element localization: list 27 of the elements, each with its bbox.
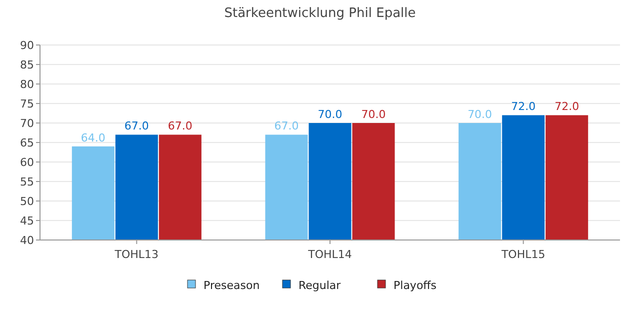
- data-label: 72.0: [554, 100, 580, 114]
- data-label: 70.0: [361, 108, 386, 121]
- chart-title: Stärkeentwicklung Phil Epalle: [224, 6, 416, 21]
- data-label: 67.0: [274, 120, 299, 133]
- data-label: 67.0: [168, 120, 192, 133]
- x-tick-label: TOHL15: [500, 248, 546, 261]
- y-tick-label: 90: [20, 38, 34, 52]
- y-tick-label: 50: [20, 194, 34, 208]
- y-tick-label: 65: [20, 136, 34, 150]
- legend-label: Preseason: [204, 278, 260, 292]
- y-tick-label: 75: [20, 97, 34, 110]
- data-label: 70.0: [318, 108, 342, 121]
- data-label: 72.0: [511, 100, 536, 114]
- data-label: 67.0: [124, 120, 149, 133]
- y-tick-label: 85: [20, 58, 34, 72]
- y-tick-label: 70: [20, 116, 34, 130]
- data-label: 64.0: [80, 131, 106, 144]
- legend-label: Regular: [298, 278, 342, 292]
- y-tick-label: 55: [20, 175, 34, 188]
- y-tick-label: 80: [20, 78, 34, 91]
- y-tick-label: 40: [20, 234, 34, 247]
- y-tick-label: 60: [20, 156, 34, 169]
- data-label: 70.0: [468, 108, 492, 121]
- legend-label: Playoffs: [394, 278, 437, 292]
- x-tick-label: TOHL14: [307, 248, 352, 261]
- x-tick-label: TOHL13: [114, 248, 159, 261]
- y-tick-label: 45: [20, 214, 34, 228]
